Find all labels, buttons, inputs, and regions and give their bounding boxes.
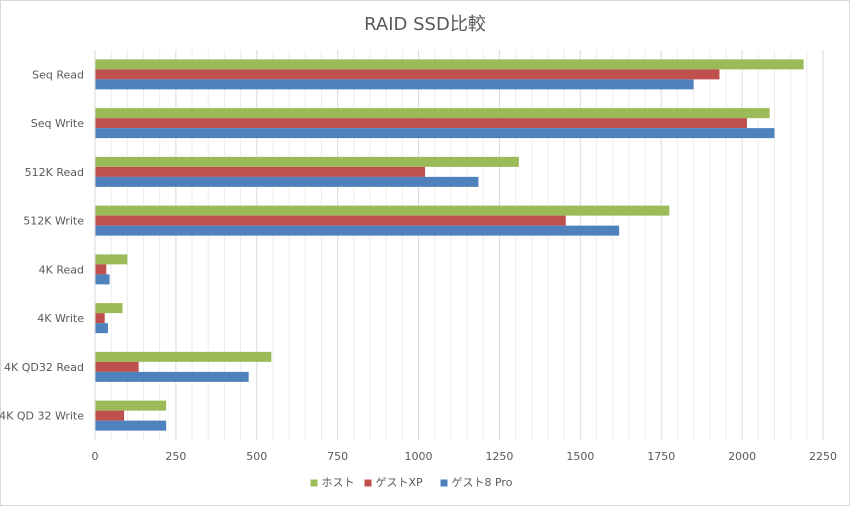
- chart-title: RAID SSD比較: [364, 14, 486, 35]
- axis: 0 250 500 750 1000 1250 1500 1750 2000 2250: [92, 50, 837, 463]
- bar: [95, 166, 426, 177]
- bar: [95, 400, 167, 411]
- x-tick-label: 2000: [728, 450, 756, 463]
- category-label: Seq Read: [32, 68, 84, 81]
- legend-label: ゲストXP: [376, 476, 424, 489]
- bar: [95, 225, 620, 236]
- x-tick-label: 1500: [566, 450, 594, 463]
- category-label: Seq Write: [31, 117, 85, 130]
- bars: [95, 59, 804, 431]
- bar: [95, 371, 249, 382]
- bar: [95, 215, 566, 226]
- category-label: 4K QD 32 Write: [0, 410, 84, 423]
- x-tick-label: 250: [165, 450, 186, 463]
- category-label: 512K Write: [23, 215, 84, 228]
- bar: [95, 59, 804, 70]
- bar: [95, 108, 770, 119]
- bar: [95, 156, 519, 167]
- x-tick-label: 0: [92, 450, 99, 463]
- bar: [95, 205, 670, 216]
- bar: [95, 313, 105, 324]
- bar: [95, 420, 167, 431]
- legend: ホスト ゲストXP ゲスト8 Pro: [310, 476, 513, 489]
- bar: [95, 351, 272, 362]
- category-label: 4K Read: [39, 263, 84, 276]
- bar: [95, 118, 747, 129]
- bar: [95, 79, 694, 90]
- category-label: 4K QD32 Read: [4, 361, 84, 374]
- x-tick-label: 1750: [647, 450, 675, 463]
- category-label: 512K Read: [25, 166, 84, 179]
- bar: [95, 264, 107, 275]
- legend-swatch: [364, 479, 372, 487]
- bar: [95, 69, 720, 80]
- legend-label: ホスト: [322, 476, 355, 489]
- bar: [95, 361, 139, 372]
- bar: [95, 128, 775, 139]
- x-tick-label: 500: [246, 450, 267, 463]
- x-tick-label: 2250: [809, 450, 837, 463]
- x-tick-label: 1000: [405, 450, 433, 463]
- bar: [95, 176, 479, 187]
- category-labels: Seq Read Seq Write 512K Read 512K Write 4K R…: [0, 68, 84, 422]
- category-label: 4K Write: [37, 312, 84, 325]
- bar: [95, 274, 110, 285]
- bar: [95, 410, 125, 421]
- legend-swatch: [310, 479, 318, 487]
- x-tick-label: 750: [327, 450, 348, 463]
- legend-label: ゲスト8 Pro: [452, 476, 513, 489]
- bar: [95, 254, 128, 265]
- bar: [95, 303, 123, 314]
- x-tick-label: 1250: [485, 450, 513, 463]
- bar: [95, 323, 108, 334]
- legend-swatch: [440, 479, 448, 487]
